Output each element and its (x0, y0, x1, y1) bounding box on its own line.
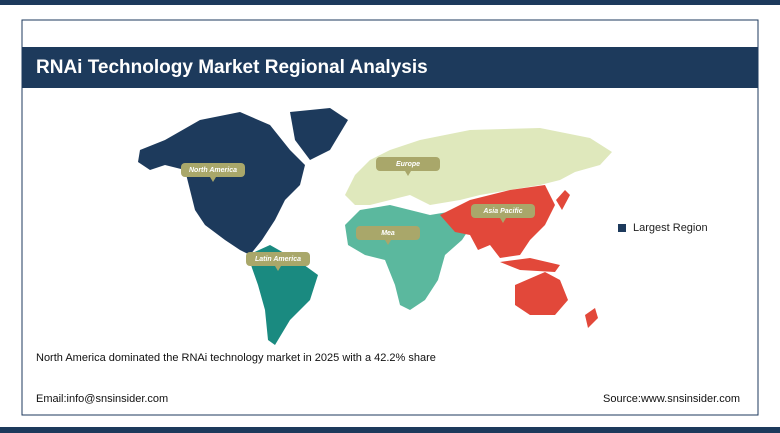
region-label-pointer (275, 266, 281, 271)
region-label: Mea (381, 230, 395, 237)
asia-pacific (440, 185, 555, 258)
caption: North America dominated the RNAi technol… (36, 352, 436, 364)
australia (515, 272, 568, 315)
email: Email:info@snsinsider.com (36, 393, 168, 405)
indonesia (500, 258, 560, 272)
japan (556, 190, 570, 210)
region-label-box (471, 204, 535, 218)
region-label: Latin America (255, 256, 301, 263)
bottom-bar (0, 427, 780, 433)
legend-swatch (618, 224, 626, 232)
region-label: North America (189, 167, 237, 174)
region-label-box (376, 157, 440, 171)
north-america (138, 112, 305, 255)
region-label-pointer (210, 177, 216, 182)
region-label-pointer (405, 171, 411, 176)
region-label-pointer (500, 218, 506, 223)
top-bar (0, 0, 780, 5)
region-label-box (356, 226, 420, 240)
region-label-pointer (385, 240, 391, 245)
region-label-box (246, 252, 310, 266)
europe (345, 128, 612, 205)
title: RNAi Technology Market Regional Analysis (36, 57, 428, 78)
source: Source:www.snsinsider.com (603, 393, 740, 405)
legend-label: Largest Region (633, 222, 708, 234)
region-label: Europe (396, 161, 420, 168)
title-bar (22, 47, 758, 88)
new-zealand (585, 308, 598, 328)
region-label-box (181, 163, 245, 177)
latin-america (248, 245, 318, 345)
greenland (290, 108, 348, 160)
region-label: Asia Pacific (482, 208, 522, 215)
